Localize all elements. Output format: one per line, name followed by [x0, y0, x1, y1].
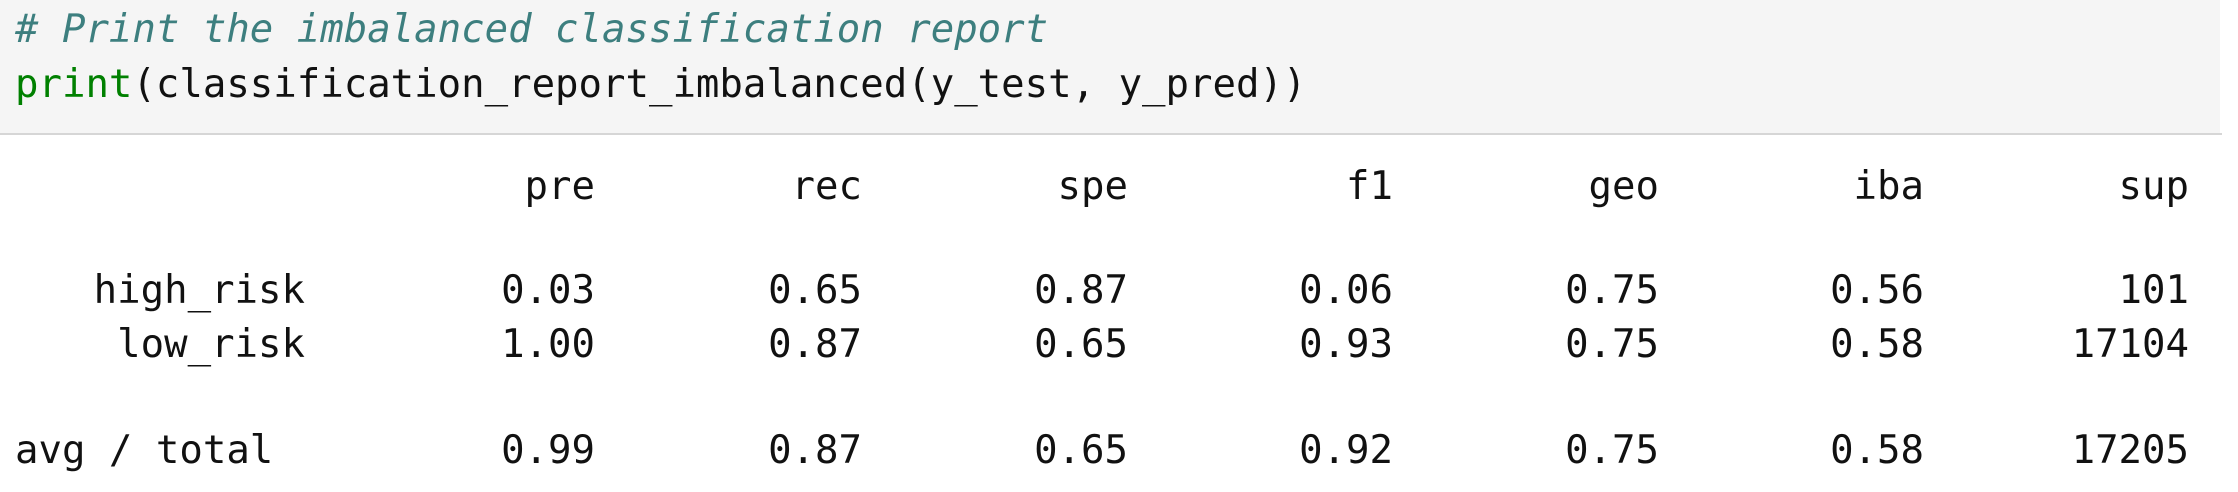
column-header-pre: pre	[524, 164, 595, 209]
report-cell: 0.87	[1034, 268, 1128, 313]
row-label-low-risk: low_risk	[117, 322, 305, 367]
code-statement: print(classification_report_imbalanced(y…	[15, 57, 1306, 113]
print-arguments: (classification_report_imbalanced(y_test…	[132, 62, 1307, 107]
report-cell: 0.06	[1299, 268, 1393, 313]
report-cell: 0.58	[1830, 322, 1924, 367]
report-cell: 17205	[2071, 428, 2189, 473]
column-header-geo: geo	[1588, 164, 1659, 209]
report-cell: 0.58	[1830, 428, 1924, 473]
report-cell: 0.03	[501, 268, 595, 313]
report-cell: 0.92	[1299, 428, 1393, 473]
report-cell: 1.00	[501, 322, 595, 367]
report-cell: 17104	[2071, 322, 2189, 367]
code-cell[interactable]: # Print the imbalanced classification re…	[0, 0, 2220, 133]
output-area: pre rec spe f1 geo iba sup high_risk 0.0…	[0, 135, 2238, 492]
report-cell: 0.99	[501, 428, 595, 473]
report-cell: 0.65	[1034, 428, 1128, 473]
row-label-high-risk: high_risk	[93, 268, 305, 313]
column-header-rec: rec	[791, 164, 862, 209]
row-label-avg-total: avg / total	[15, 428, 274, 473]
column-header-sup: sup	[2118, 164, 2189, 209]
column-header-f1: f1	[1346, 164, 1393, 209]
report-cell: 0.93	[1299, 322, 1393, 367]
report-cell: 0.65	[1034, 322, 1128, 367]
report-cell: 0.75	[1565, 268, 1659, 313]
report-cell: 0.75	[1565, 322, 1659, 367]
cell-divider	[0, 133, 2222, 135]
report-cell: 101	[2118, 268, 2189, 313]
report-cell: 0.65	[768, 268, 862, 313]
print-keyword: print	[15, 62, 133, 107]
report-cell: 0.87	[768, 428, 862, 473]
code-comment: # Print the imbalanced classification re…	[15, 7, 1049, 52]
report-cell: 0.75	[1565, 428, 1659, 473]
report-cell: 0.56	[1830, 268, 1924, 313]
column-header-spe: spe	[1057, 164, 1128, 209]
column-header-iba: iba	[1853, 164, 1924, 209]
report-cell: 0.87	[768, 322, 862, 367]
